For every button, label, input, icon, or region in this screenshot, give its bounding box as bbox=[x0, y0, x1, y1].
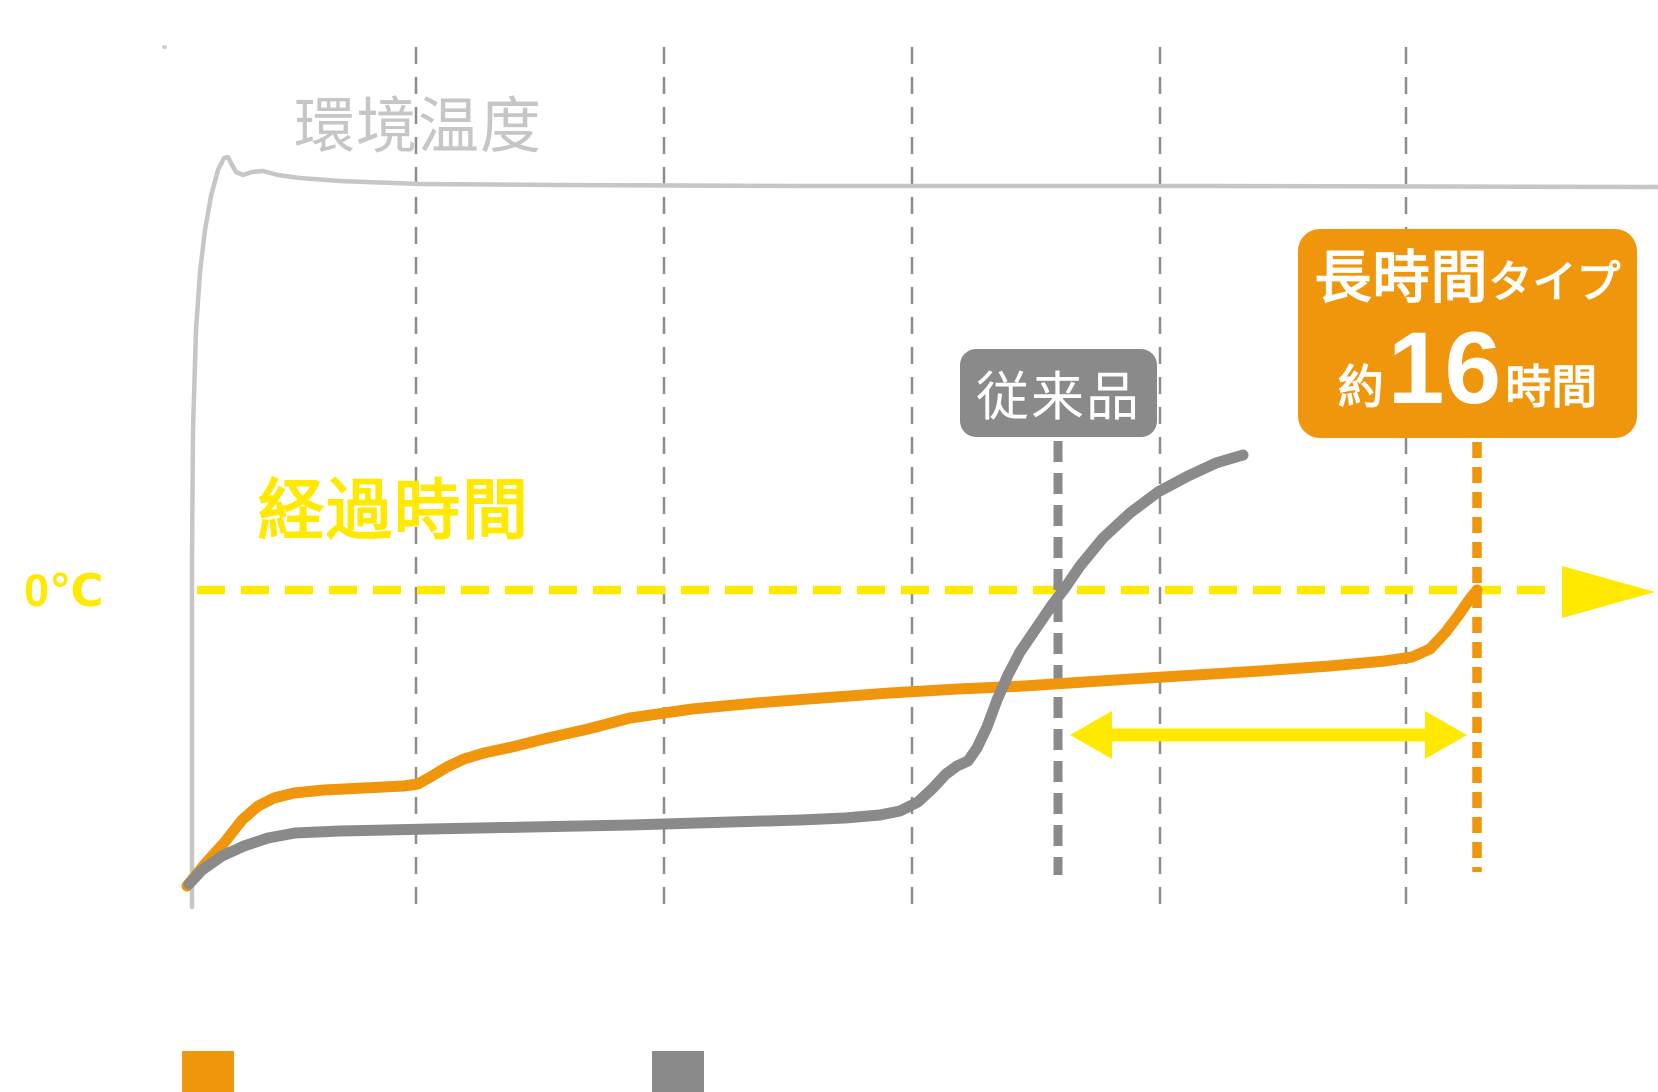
long-type-badge: 長時間 タイプ 約 16 時間 bbox=[1298, 229, 1637, 438]
long-type-badge-title-main: 長時間 bbox=[1314, 246, 1489, 310]
legend-swatch-long-type bbox=[182, 1051, 234, 1092]
legend-swatch-conventional bbox=[652, 1051, 704, 1092]
zero-line-arrowhead-icon bbox=[1562, 566, 1655, 618]
ambient-temperature-curve bbox=[189, 154, 1658, 910]
long-type-badge-duration-prefix: 約 bbox=[1337, 361, 1384, 413]
zero-celsius-label: 0℃ bbox=[24, 565, 104, 616]
duration-arrow-right-head-icon bbox=[1425, 711, 1467, 759]
ambient-temperature-label: 環境温度 bbox=[294, 92, 543, 160]
long-type-badge-duration-suffix: 時間 bbox=[1505, 361, 1598, 413]
conventional-product-badge: 従来品 bbox=[960, 349, 1157, 437]
dust-speck bbox=[162, 45, 167, 49]
long-type-curve bbox=[181, 584, 1483, 892]
long-type-badge-title-sub: タイプ bbox=[1488, 258, 1621, 307]
duration-arrow-left-head-icon bbox=[1070, 711, 1112, 759]
conventional-curve bbox=[183, 449, 1249, 890]
elapsed-time-label: 経過時間 bbox=[258, 473, 530, 547]
long-type-badge-title: 長時間 タイプ bbox=[1315, 250, 1621, 307]
long-type-badge-duration-value: 16 bbox=[1387, 311, 1502, 425]
conventional-product-badge-label: 従来品 bbox=[976, 368, 1141, 427]
long-type-badge-duration: 約 16 時間 bbox=[1338, 317, 1597, 419]
